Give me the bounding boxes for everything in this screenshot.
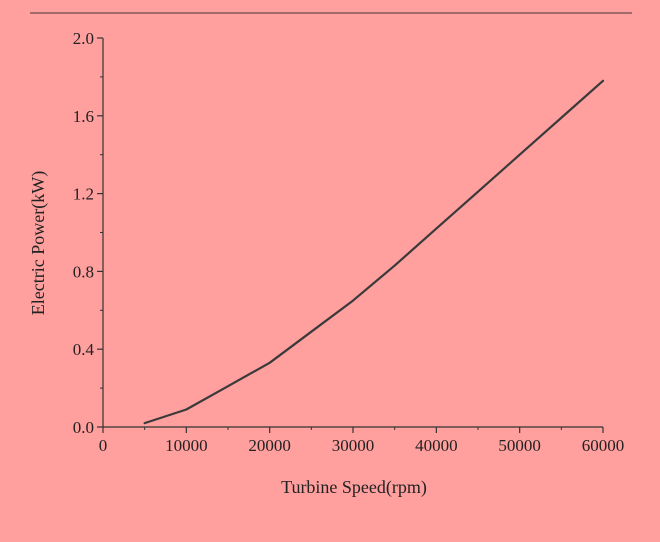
x-tick-label: 10000	[165, 436, 208, 455]
x-tick-label: 0	[99, 436, 108, 455]
x-axis-title: Turbine Speed(rpm)	[281, 477, 427, 498]
x-tick-label: 60000	[582, 436, 625, 455]
y-tick-label: 2.0	[73, 29, 94, 48]
y-tick-label: 0.4	[73, 340, 95, 359]
ticks-layer: 0.0 0.4 0.8 1.2 1.6 2.0 0 10000 20000 30000 40000 5…	[73, 29, 625, 455]
series-layer	[143, 79, 605, 425]
series-line-0	[143, 79, 605, 425]
y-tick-label: 0.8	[73, 262, 94, 281]
y-axis-title: Electric Power(kW)	[28, 171, 49, 315]
x-tick-label: 40000	[415, 436, 458, 455]
x-tick-label: 20000	[248, 436, 291, 455]
y-tick-label: 0.0	[73, 418, 94, 437]
y-tick-label: 1.6	[73, 107, 94, 126]
x-tick-label: 50000	[498, 436, 541, 455]
x-tick-label: 30000	[332, 436, 375, 455]
y-tick-label: 1.2	[73, 185, 94, 204]
axes-layer	[102, 38, 603, 428]
